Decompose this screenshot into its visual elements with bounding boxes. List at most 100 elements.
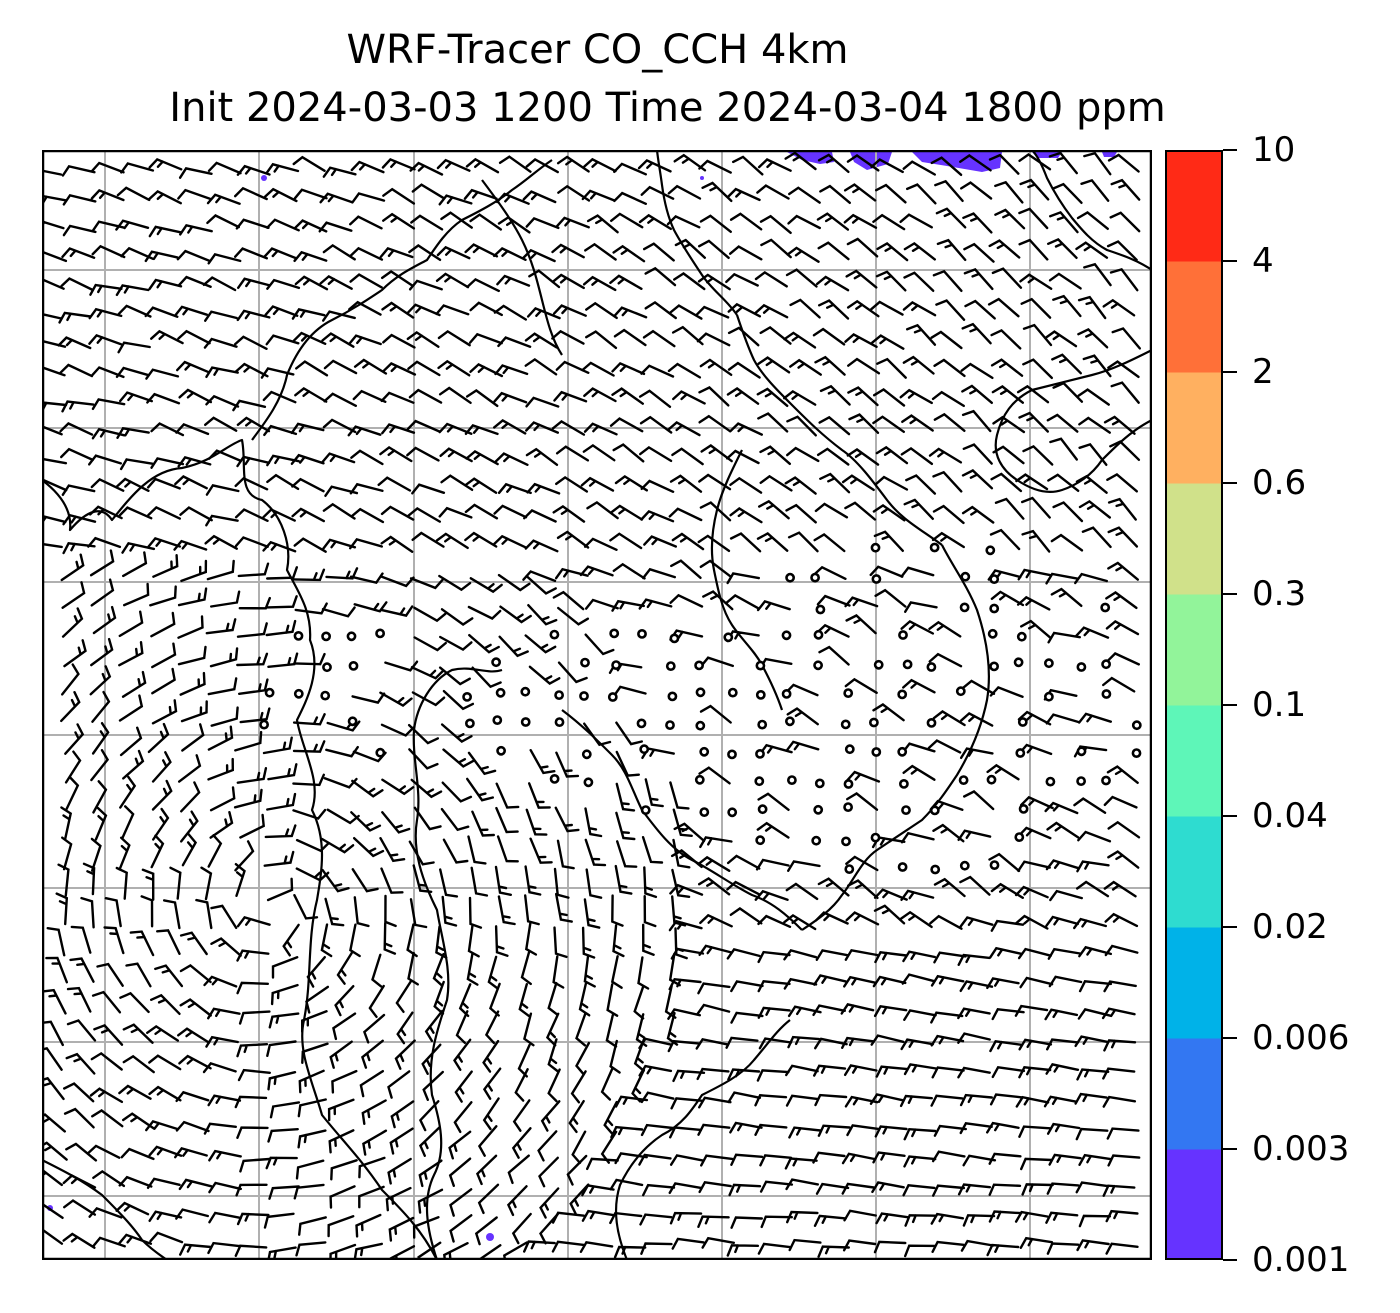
wind-barb — [667, 1039, 701, 1053]
wind-barb — [874, 951, 908, 964]
wind-barb — [383, 922, 397, 955]
wind-barb — [269, 1101, 301, 1119]
wind-barb — [353, 601, 388, 613]
wind-barb — [936, 238, 967, 262]
wind-barb — [295, 1241, 327, 1257]
wind-barb — [611, 894, 624, 927]
calm-marker — [1101, 775, 1111, 786]
calm-marker — [637, 628, 647, 639]
calm-marker — [813, 804, 824, 815]
wind-barb — [64, 723, 85, 755]
wind-barb — [396, 1011, 414, 1045]
wind-barb — [295, 1159, 325, 1180]
wind-barb — [265, 334, 300, 346]
wind-barb — [321, 606, 356, 618]
tracer-field — [47, 152, 1117, 1241]
wind-barb — [846, 237, 879, 258]
wind-barb — [609, 1039, 621, 1074]
wind-barb — [529, 837, 553, 864]
wind-barb — [115, 366, 150, 378]
wind-barb — [1019, 273, 1053, 290]
wind-barb — [609, 417, 644, 433]
wind-barb — [236, 455, 271, 468]
wind-barb — [236, 1212, 270, 1226]
wind-barb — [176, 249, 211, 263]
wind-barb — [151, 779, 173, 811]
wind-barb — [668, 978, 702, 991]
wind-barb — [465, 389, 499, 408]
wind-barb — [817, 153, 850, 174]
calm-marker — [462, 692, 472, 702]
wind-barb — [698, 876, 731, 896]
wind-barb — [818, 299, 850, 320]
colorbar-tick-mark — [1223, 260, 1237, 262]
wind-barb — [495, 782, 520, 809]
wind-barb — [464, 243, 499, 258]
wind-barb — [843, 1064, 878, 1077]
calm-marker — [375, 628, 385, 639]
wind-barb — [104, 897, 122, 928]
wind-barb — [379, 837, 406, 863]
calm-marker — [1044, 658, 1054, 669]
wind-barb — [988, 153, 1020, 175]
wind-barb — [844, 677, 878, 694]
wind-barb — [788, 1126, 822, 1139]
wind-barb — [813, 1064, 847, 1077]
wind-barb — [266, 566, 298, 580]
wind-barb — [872, 703, 905, 722]
wind-barb — [671, 447, 704, 466]
wind-barb — [92, 605, 117, 635]
wind-barb — [816, 212, 850, 231]
wind-barb — [464, 477, 498, 494]
calm-marker — [755, 660, 766, 671]
wind-barb — [581, 189, 616, 202]
wind-barb — [409, 898, 428, 929]
wind-barb — [61, 836, 73, 871]
wind-barb — [525, 396, 560, 408]
calm-marker — [580, 657, 590, 668]
wind-barb — [817, 1245, 850, 1258]
wind-barb — [644, 300, 677, 320]
wind-barb — [488, 982, 501, 1017]
wind-barb — [815, 1182, 850, 1195]
wind-barb — [845, 855, 879, 872]
wind-barb — [464, 531, 498, 548]
wind-barb — [991, 267, 1023, 289]
wind-barb — [784, 476, 817, 495]
wind-barb — [1078, 1153, 1112, 1166]
wind-barb — [962, 1154, 997, 1167]
wind-barb — [234, 508, 269, 522]
wind-barb — [123, 582, 150, 607]
wind-barb — [521, 248, 556, 263]
wind-barb — [611, 599, 645, 612]
wind-barb — [902, 160, 936, 176]
wind-barb — [179, 931, 208, 956]
wind-barb — [436, 158, 471, 172]
wind-barb — [336, 951, 353, 985]
wind-barb — [334, 985, 355, 1017]
wind-barb — [727, 302, 762, 318]
wind-barb — [1052, 294, 1082, 318]
wind-barb — [323, 359, 358, 375]
wind-barb — [417, 1188, 444, 1214]
calm-marker — [1076, 776, 1086, 786]
wind-barb — [615, 750, 640, 777]
wind-barb — [843, 183, 877, 202]
wind-barb — [406, 330, 440, 348]
wind-barb — [263, 424, 298, 437]
wind-barb — [902, 764, 936, 781]
wind-barb — [118, 694, 144, 722]
calm-marker — [1013, 657, 1024, 668]
wind-barb — [932, 823, 965, 843]
calm-marker — [1018, 804, 1029, 814]
wind-barb — [148, 157, 183, 171]
calm-marker — [723, 632, 734, 643]
wind-barb — [440, 608, 474, 626]
wind-barb — [725, 594, 760, 610]
wind-barb — [957, 953, 991, 966]
wind-barb — [664, 985, 677, 1019]
wind-barb — [262, 390, 297, 404]
wind-barb — [236, 981, 269, 995]
wind-barb — [122, 1023, 154, 1044]
wind-barb — [524, 922, 538, 956]
